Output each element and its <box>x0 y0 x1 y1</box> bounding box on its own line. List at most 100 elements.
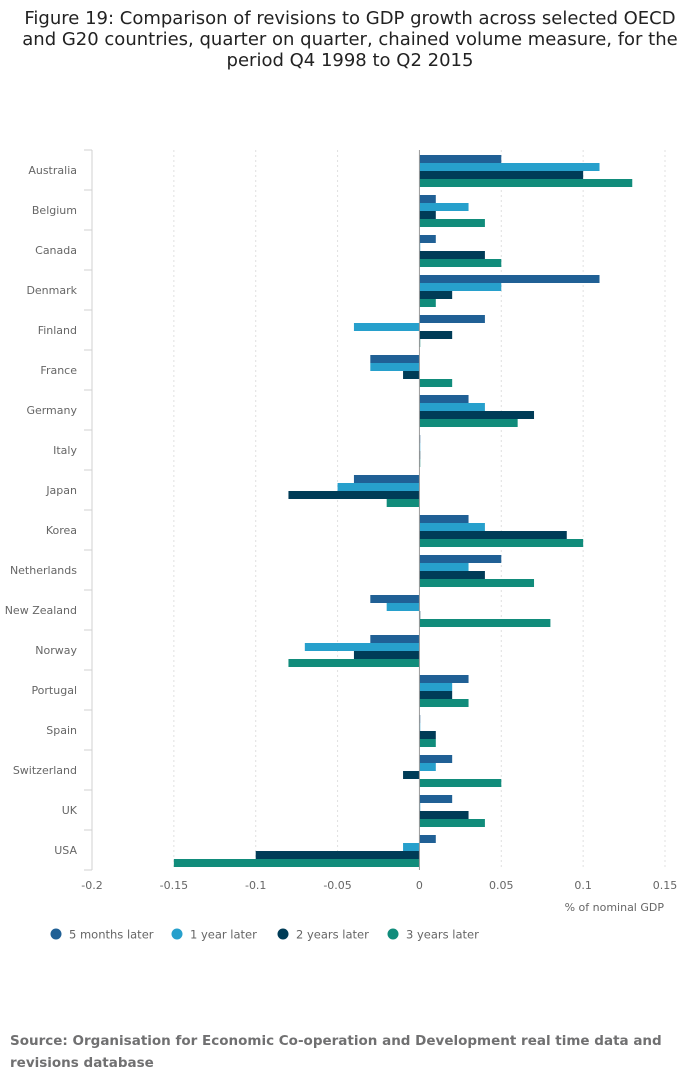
bar-france-1 <box>370 355 420 363</box>
bar-france-3 <box>403 371 420 379</box>
bar-switzerland-2 <box>419 763 436 771</box>
legend-label: 2 years later <box>296 928 369 942</box>
bar-korea-4 <box>419 539 584 547</box>
bar-australia-2 <box>419 163 600 171</box>
bar-switzerland-4 <box>419 779 502 787</box>
bar-switzerland-3 <box>403 771 420 779</box>
category-label: France <box>40 364 77 377</box>
category-label: Spain <box>46 724 77 737</box>
bar-belgium-3 <box>419 211 436 219</box>
category-label: UK <box>62 804 78 817</box>
category-label: USA <box>54 844 77 857</box>
category-label: New Zealand <box>5 604 77 617</box>
bar-japan-1 <box>353 475 420 483</box>
source-note: Source: Organisation for Economic Co-ope… <box>10 1033 662 1071</box>
bar-korea-1 <box>419 515 469 523</box>
category-label: Australia <box>28 164 77 177</box>
bar-norway-1 <box>370 635 420 643</box>
category-label: Finland <box>38 324 77 337</box>
bar-australia-4 <box>419 179 633 187</box>
bar-uk-4 <box>419 819 485 827</box>
chart-title: Figure 19: Comparison of revisions to GD… <box>22 8 678 71</box>
bar-switzerland-1 <box>419 755 453 763</box>
bar-usa-2 <box>403 843 420 851</box>
category-label: Switzerland <box>13 764 77 777</box>
bar-canada-3 <box>419 251 485 259</box>
bar-denmark-4 <box>419 299 436 307</box>
bar-usa-4 <box>173 859 420 867</box>
bar-spain-4 <box>419 739 436 747</box>
legend-marker <box>171 928 183 940</box>
bar-australia-3 <box>419 171 584 179</box>
category-label: Norway <box>35 644 77 657</box>
x-tick-label: 0.05 <box>489 879 514 892</box>
bar-uk-1 <box>419 795 453 803</box>
bar-uk-3 <box>419 811 469 819</box>
bar-netherlands-3 <box>419 571 485 579</box>
bar-belgium-4 <box>419 219 485 227</box>
bar-germany-2 <box>419 403 485 411</box>
bar-new-zealand-2 <box>386 603 420 611</box>
bar-japan-2 <box>337 483 420 491</box>
bar-canada-4 <box>419 259 502 267</box>
legend-label: 3 years later <box>406 928 479 942</box>
bar-korea-2 <box>419 523 485 531</box>
bar-new-zealand-1 <box>370 595 420 603</box>
bar-finland-2 <box>353 323 420 331</box>
x-tick-label: -0.1 <box>245 879 266 892</box>
bar-norway-4 <box>288 659 420 667</box>
bar-usa-1 <box>419 835 436 843</box>
bar-portugal-3 <box>419 691 453 699</box>
bar-netherlands-1 <box>419 555 502 563</box>
bar-portugal-4 <box>419 699 469 707</box>
bar-denmark-3 <box>419 291 453 299</box>
bar-finland-3 <box>419 331 453 339</box>
bar-netherlands-4 <box>419 579 535 587</box>
bar-france-2 <box>370 363 420 371</box>
category-label: Belgium <box>32 204 77 217</box>
bar-belgium-1 <box>419 195 436 203</box>
legend-item: 3 years later <box>387 928 479 942</box>
x-tick-label: -0.2 <box>81 879 102 892</box>
bar-france-4 <box>419 379 453 387</box>
bar-norway-2 <box>304 643 420 651</box>
legend-item: 2 years later <box>277 928 369 942</box>
x-tick-label: 0 <box>416 879 423 892</box>
bar-belgium-2 <box>419 203 469 211</box>
legend-item: 5 months later <box>50 928 154 942</box>
bar-usa-3 <box>255 851 420 859</box>
bar-australia-1 <box>419 155 502 163</box>
category-label: Netherlands <box>10 564 77 577</box>
bar-korea-3 <box>419 531 567 539</box>
x-tick-label: -0.15 <box>160 879 188 892</box>
bar-netherlands-2 <box>419 563 469 571</box>
bar-new-zealand-4 <box>419 619 551 627</box>
bar-norway-3 <box>353 651 420 659</box>
x-axis-label: % of nominal GDP <box>565 901 665 914</box>
bar-denmark-1 <box>419 275 600 283</box>
category-label: Italy <box>53 444 77 457</box>
bar-denmark-2 <box>419 283 502 291</box>
category-label: Japan <box>45 484 77 497</box>
x-tick-label: 0.1 <box>574 879 592 892</box>
category-label: Germany <box>26 404 77 417</box>
bar-germany-3 <box>419 411 535 419</box>
category-label: Korea <box>46 524 77 537</box>
bar-japan-3 <box>288 491 420 499</box>
bar-finland-1 <box>419 315 485 323</box>
legend-marker <box>277 928 289 940</box>
bar-chart: Australia Belgium Canada Denmark Finland Fran… <box>5 149 678 942</box>
legend-item: 1 year later <box>171 928 257 942</box>
legend-label: 1 year later <box>190 928 257 942</box>
bar-spain-3 <box>419 731 436 739</box>
bar-portugal-1 <box>419 675 469 683</box>
legend-label: 5 months later <box>69 928 154 942</box>
category-label: Portugal <box>31 684 77 697</box>
bar-germany-1 <box>419 395 469 403</box>
bar-germany-4 <box>419 419 518 427</box>
legend-marker <box>50 928 62 940</box>
category-label: Canada <box>35 244 77 257</box>
x-tick-label: -0.05 <box>323 879 351 892</box>
x-tick-label: 0.15 <box>653 879 678 892</box>
bar-japan-4 <box>386 499 420 507</box>
